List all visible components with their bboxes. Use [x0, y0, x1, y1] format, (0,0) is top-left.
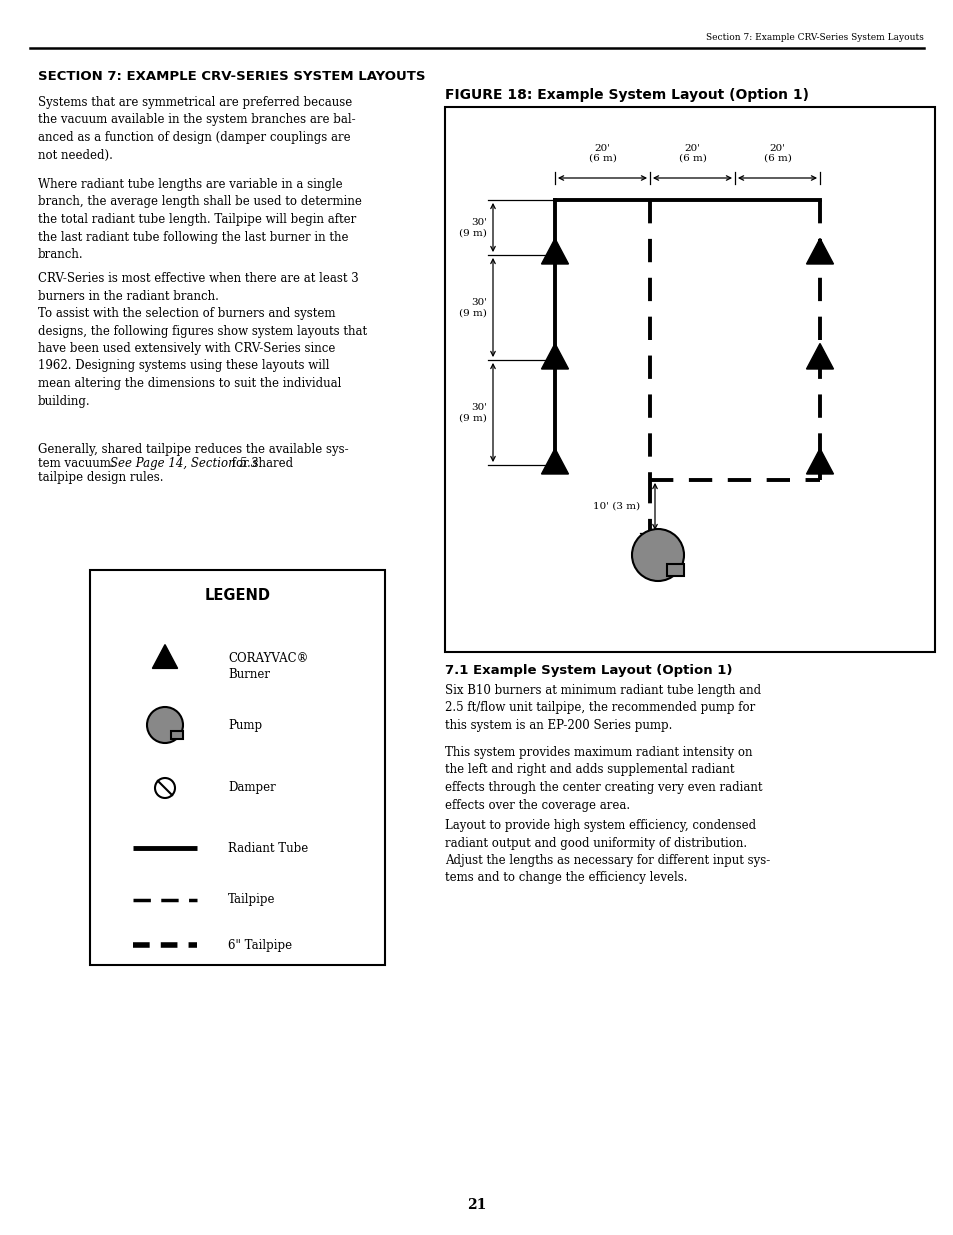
- Text: See Page 14, Section 5.3: See Page 14, Section 5.3: [110, 457, 258, 471]
- Text: 21: 21: [467, 1198, 486, 1212]
- Text: Layout to provide high system efficiency, condensed
radiant output and good unif: Layout to provide high system efficiency…: [444, 819, 769, 884]
- Text: Pump: Pump: [228, 719, 262, 731]
- Text: LEGEND: LEGEND: [204, 589, 271, 604]
- Text: SECTION 7: EXAMPLE CRV-SERIES SYSTEM LAYOUTS: SECTION 7: EXAMPLE CRV-SERIES SYSTEM LAY…: [38, 70, 425, 83]
- Text: Section 7: Example CRV-Series System Layouts: Section 7: Example CRV-Series System Lay…: [705, 33, 923, 42]
- Text: Radiant Tube: Radiant Tube: [228, 841, 308, 855]
- Circle shape: [147, 706, 183, 743]
- Text: 20'
(6 m): 20' (6 m): [762, 143, 791, 163]
- Text: 30'
(9 m): 30' (9 m): [458, 403, 486, 422]
- Text: Where radiant tube lengths are variable in a single
branch, the average length s: Where radiant tube lengths are variable …: [38, 178, 361, 261]
- Polygon shape: [541, 448, 568, 474]
- Text: Six B10 burners at minimum radiant tube length and
2.5 ft/flow unit tailpipe, th: Six B10 burners at minimum radiant tube …: [444, 684, 760, 732]
- Text: for shared: for shared: [228, 457, 293, 471]
- Text: CRV-Series is most effective when there are at least 3
burners in the radiant br: CRV-Series is most effective when there …: [38, 272, 358, 303]
- Bar: [90, 571, 385, 965]
- Text: 30'
(9 m): 30' (9 m): [458, 298, 486, 317]
- Bar: [172, 731, 183, 740]
- Text: Systems that are symmetrical are preferred because
the vacuum available in the s: Systems that are symmetrical are preferr…: [38, 96, 355, 162]
- Text: tailpipe design rules.: tailpipe design rules.: [38, 471, 163, 484]
- Text: 7.1 Example System Layout (Option 1): 7.1 Example System Layout (Option 1): [444, 664, 732, 677]
- Text: 20'
(6 m): 20' (6 m): [678, 143, 706, 163]
- Text: To assist with the selection of burners and system
designs, the following figure: To assist with the selection of burners …: [38, 308, 367, 408]
- Polygon shape: [152, 645, 177, 668]
- Circle shape: [631, 529, 683, 580]
- Text: CORAYVAC®
Burner: CORAYVAC® Burner: [228, 652, 308, 680]
- Text: FIGURE 18: Example System Layout (Option 1): FIGURE 18: Example System Layout (Option…: [444, 88, 808, 103]
- Polygon shape: [805, 238, 833, 264]
- Text: 10' (3 m): 10' (3 m): [592, 501, 639, 511]
- Polygon shape: [541, 238, 568, 264]
- Circle shape: [154, 778, 174, 798]
- Text: 6" Tailpipe: 6" Tailpipe: [228, 939, 292, 951]
- Text: tem vacuum.: tem vacuum.: [38, 457, 118, 471]
- Polygon shape: [805, 343, 833, 369]
- Bar: [666, 564, 683, 576]
- Text: 30'
(9 m): 30' (9 m): [458, 217, 486, 237]
- Polygon shape: [805, 448, 833, 474]
- Text: This system provides maximum radiant intensity on
the left and right and adds su: This system provides maximum radiant int…: [444, 746, 761, 811]
- Text: 20'
(6 m): 20' (6 m): [588, 143, 616, 163]
- Text: Generally, shared tailpipe reduces the available sys-: Generally, shared tailpipe reduces the a…: [38, 443, 348, 456]
- Text: Damper: Damper: [228, 782, 275, 794]
- Polygon shape: [541, 343, 568, 369]
- Text: Tailpipe: Tailpipe: [228, 893, 275, 906]
- Bar: [444, 107, 934, 652]
